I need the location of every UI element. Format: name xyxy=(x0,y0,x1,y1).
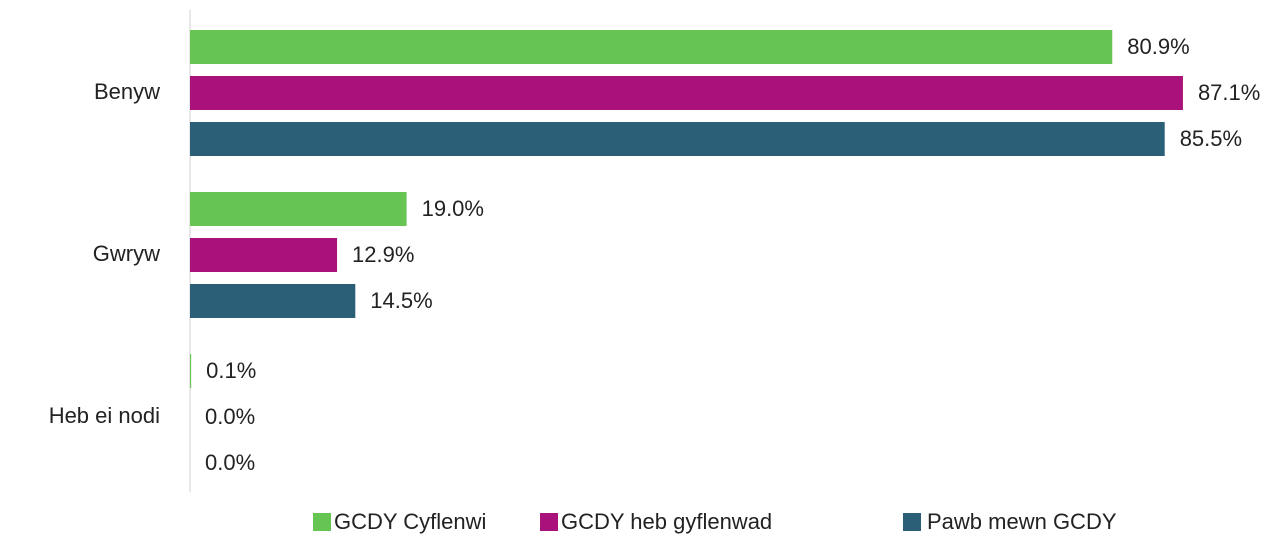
bar xyxy=(190,238,338,272)
data-label: 0.1% xyxy=(206,358,256,383)
bar xyxy=(190,122,1165,156)
data-label: 85.5% xyxy=(1180,126,1242,151)
legend-swatch xyxy=(540,513,558,531)
y-tick-label: Heb ei nodi xyxy=(49,403,160,428)
legend-label: GCDY heb gyflenwad xyxy=(561,509,772,534)
legend-label: Pawb mewn GCDY xyxy=(927,509,1117,534)
data-label: 14.5% xyxy=(370,288,432,313)
bar xyxy=(190,76,1183,110)
legend-swatch xyxy=(903,513,921,531)
data-label: 87.1% xyxy=(1198,80,1260,105)
data-label: 19.0% xyxy=(422,196,484,221)
y-tick-label: Benyw xyxy=(94,79,160,104)
bar xyxy=(190,30,1113,64)
bar xyxy=(190,192,407,226)
data-label: 80.9% xyxy=(1127,34,1189,59)
legend-swatch xyxy=(313,513,331,531)
data-label: 0.0% xyxy=(205,404,255,429)
y-tick-label: Gwryw xyxy=(93,241,160,266)
data-label: 12.9% xyxy=(352,242,414,267)
data-label: 0.0% xyxy=(205,450,255,475)
bar xyxy=(190,284,356,318)
legend-label: GCDY Cyflenwi xyxy=(334,509,486,534)
bar xyxy=(190,354,192,388)
